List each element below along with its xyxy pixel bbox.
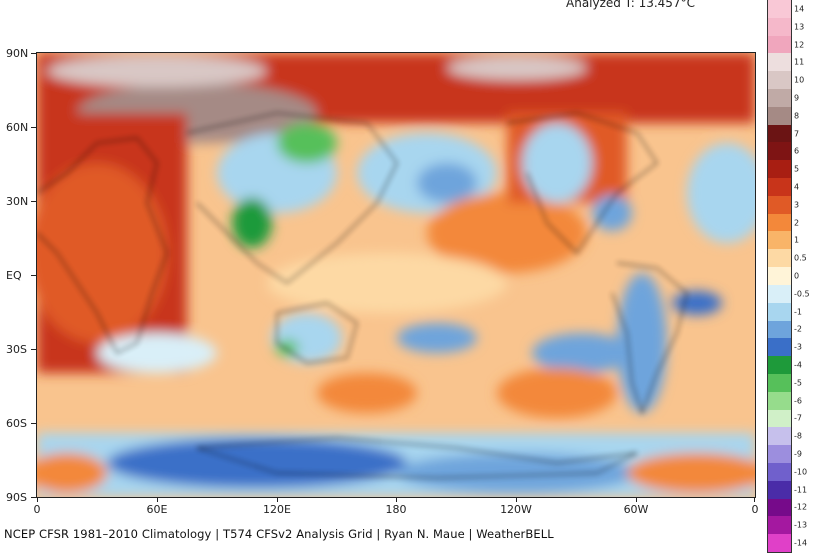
color-scale-cell: [768, 0, 791, 19]
color-scale-label: 14: [794, 4, 805, 14]
lon-label-0: 0: [33, 503, 41, 516]
color-scale-bar: [767, 0, 792, 553]
color-scale-label: -5: [794, 378, 802, 388]
color-scale-label: -7: [794, 413, 802, 423]
color-scale-label: 9: [794, 93, 800, 103]
color-scale-cell: [768, 249, 791, 268]
color-scale-label: 10: [794, 75, 805, 85]
lon-tick: [636, 497, 637, 502]
lat-label-30n: 30N: [6, 195, 29, 208]
lat-label-90n: 90N: [6, 47, 29, 60]
lon-tick: [516, 497, 517, 502]
lat-tick: [31, 423, 37, 424]
color-scale-cell: [768, 178, 791, 197]
lat-tick: [31, 497, 37, 498]
color-scale-cell: [768, 35, 791, 54]
color-scale-label: 5: [794, 164, 800, 174]
lat-tick: [31, 127, 37, 128]
color-scale-label: 12: [794, 40, 805, 50]
color-scale-cell: [768, 462, 791, 482]
color-scale-label: -13: [794, 520, 808, 530]
lat-label-60n: 60N: [6, 121, 29, 134]
color-scale-cell: [768, 124, 791, 143]
lon-tick: [396, 497, 397, 502]
color-scale-label: 0: [794, 271, 800, 281]
color-scale-label: -8: [794, 431, 802, 441]
color-scale-cell: [768, 53, 791, 72]
lon-tick: [277, 497, 278, 502]
color-scale-label: -2: [794, 324, 802, 334]
lat-label-eq: EQ: [6, 269, 22, 282]
lon-label-60e: 60E: [146, 503, 168, 516]
color-scale-cell: [768, 480, 791, 500]
lat-tick: [31, 53, 37, 54]
color-scale-cell: [768, 142, 791, 161]
lat-tick: [31, 201, 37, 202]
lon-tick: [754, 497, 755, 502]
color-scale-cell: [768, 267, 791, 286]
color-scale-cell: [768, 302, 791, 321]
color-scale-label: 1: [794, 235, 800, 245]
color-scale-label: -12: [794, 502, 808, 512]
lon-label-60w: 60W: [623, 503, 649, 516]
lat-tick: [31, 275, 37, 276]
analyzed-temperature: Analyzed T: 13.457°C: [566, 0, 695, 10]
lat-tick: [31, 349, 37, 350]
color-scale-cell: [768, 391, 791, 411]
color-scale-cell: [768, 534, 791, 553]
color-scale-label: 0.5: [794, 253, 807, 263]
lon-tick: [37, 497, 38, 502]
color-scale-label: -9: [794, 449, 802, 459]
color-scale-cell: [768, 516, 791, 535]
color-scale-cell: [768, 356, 791, 375]
color-scale-label: 3: [794, 200, 800, 210]
color-scale-label: 2: [794, 218, 800, 228]
color-scale-cell: [768, 320, 791, 339]
lon-label-0-east: 0: [751, 503, 759, 516]
color-scale-cell: [768, 195, 791, 215]
color-scale-cell: [768, 409, 791, 428]
data-credit: NCEP CFSR 1981–2010 Climatology | T574 C…: [4, 527, 554, 541]
color-scale-label: -4: [794, 360, 802, 370]
lat-label-90s: 90S: [6, 491, 27, 504]
lon-label-180: 180: [385, 503, 407, 516]
color-scale-cell: [768, 373, 791, 393]
color-scale-label: 4: [794, 182, 800, 192]
color-scale-cell: [768, 284, 791, 304]
color-scale-label: -11: [794, 485, 808, 495]
color-scale-cell: [768, 445, 791, 464]
color-scale-cell: [768, 160, 791, 179]
lon-label-120w: 120W: [500, 503, 532, 516]
color-scale-cell: [768, 498, 791, 517]
color-scale-cell: [768, 71, 791, 90]
color-scale-cell: [768, 338, 791, 357]
lat-label-60s: 60S: [6, 417, 27, 430]
lon-tick: [157, 497, 158, 502]
lat-label-30s: 30S: [6, 343, 27, 356]
color-scale-label: 6: [794, 146, 800, 156]
color-scale-label: -1: [794, 307, 802, 317]
color-scale-label: -6: [794, 396, 802, 406]
color-scale-label: 8: [794, 111, 800, 121]
anomaly-field: [37, 53, 755, 497]
color-scale-label: -14: [794, 538, 808, 548]
color-scale-label: 11: [794, 57, 805, 67]
color-scale-cell: [768, 213, 791, 232]
color-scale-label: -0.5: [794, 289, 810, 299]
color-scale-cell: [768, 427, 791, 446]
color-scale-cell: [768, 89, 791, 108]
anomaly-map: [36, 52, 756, 498]
color-scale-label: -10: [794, 467, 808, 477]
color-scale-label: 13: [794, 22, 805, 32]
color-scale-cell: [768, 231, 791, 250]
color-scale-label: -3: [794, 342, 802, 352]
color-scale-cell: [768, 106, 791, 126]
lon-label-120e: 120E: [263, 503, 291, 516]
color-scale-cell: [768, 17, 791, 37]
color-scale-label: 7: [794, 129, 800, 139]
